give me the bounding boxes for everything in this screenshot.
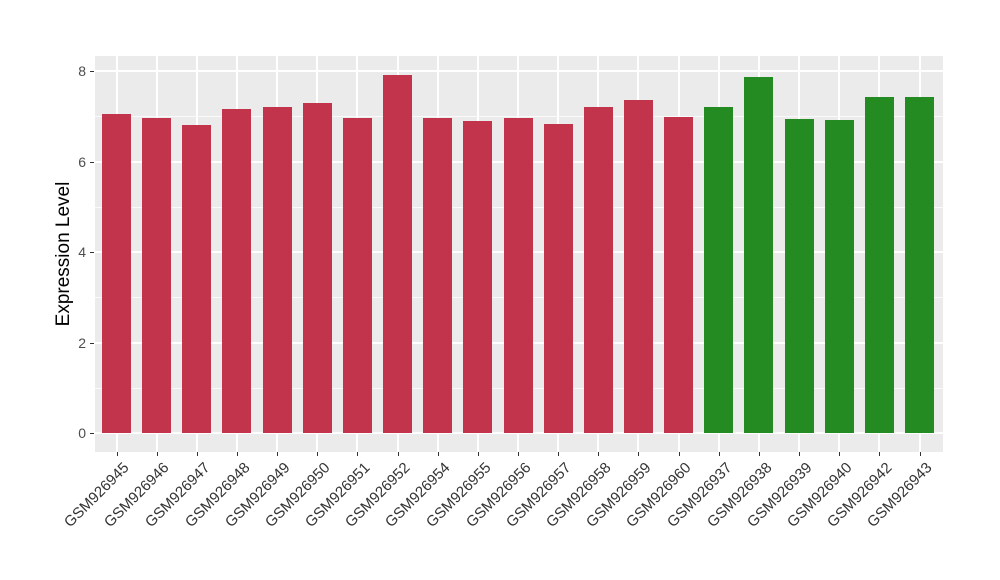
x-tick-mark-GSM926938 [758, 452, 760, 456]
x-tick-mark-GSM926959 [638, 452, 640, 456]
x-tick-mark-GSM926948 [236, 452, 238, 456]
bar-GSM926952 [383, 75, 413, 433]
x-tick-mark-GSM926945 [116, 452, 118, 456]
y-tick-mark-8 [90, 71, 94, 72]
bar-GSM926954 [423, 117, 453, 433]
y-tick-label-0: 0 [78, 425, 86, 441]
x-tick-mark-GSM926942 [879, 452, 881, 456]
bar-GSM926942 [864, 97, 894, 433]
bar-GSM926948 [222, 109, 252, 433]
bar-GSM926945 [102, 113, 131, 433]
y-tick-label-2: 2 [78, 334, 86, 351]
x-tick-mark-GSM926950 [317, 452, 319, 456]
bar-GSM926951 [342, 118, 372, 433]
x-tick-mark-GSM926947 [196, 452, 198, 456]
x-tick-mark-GSM926943 [919, 452, 921, 456]
y-tick-label-8: 8 [78, 63, 86, 79]
x-tick-mark-GSM926956 [518, 452, 519, 456]
bar-GSM926937 [704, 106, 734, 433]
x-tick-mark-GSM926937 [718, 452, 720, 456]
y-tick-mark-2 [90, 342, 94, 344]
x-tick-mark-GSM926952 [397, 452, 399, 456]
minor-gridline-y-7 [95, 116, 943, 118]
y-tick-label-6: 6 [78, 153, 86, 170]
x-tick-mark-GSM926951 [357, 452, 359, 456]
major-gridline-y-8 [95, 70, 943, 72]
bar-GSM926940 [824, 119, 854, 433]
y-tick-mark-0 [90, 433, 94, 434]
x-tick-mark-GSM926957 [558, 452, 560, 456]
bar-GSM926949 [262, 107, 292, 433]
x-tick-mark-GSM926946 [156, 452, 158, 456]
bar-GSM926943 [905, 97, 934, 433]
x-tick-mark-GSM926958 [598, 452, 600, 456]
bar-GSM926939 [784, 118, 814, 433]
bar-GSM926950 [302, 102, 332, 433]
bar-GSM926960 [664, 116, 694, 433]
x-tick-mark-GSM926954 [437, 452, 439, 456]
x-tick-mark-GSM926939 [799, 452, 801, 456]
major-gridline-y-0 [95, 432, 943, 434]
bar-GSM926959 [623, 99, 653, 433]
x-tick-mark-GSM926960 [678, 452, 680, 456]
bar-GSM926957 [543, 123, 573, 433]
x-tick-mark-GSM926940 [839, 452, 841, 456]
bar-GSM926956 [503, 117, 533, 433]
y-tick-label-4: 4 [78, 244, 86, 260]
bar-GSM926958 [583, 107, 613, 433]
y-tick-mark-4 [90, 252, 94, 253]
x-tick-mark-GSM926949 [277, 452, 279, 456]
bar-GSM926947 [182, 124, 212, 433]
bar-GSM926946 [142, 117, 172, 433]
x-tick-mark-GSM926955 [477, 452, 479, 456]
bar-GSM926938 [744, 76, 774, 433]
plot-panel [95, 56, 943, 452]
y-tick-mark-6 [90, 161, 94, 163]
bar-GSM926955 [463, 120, 493, 433]
